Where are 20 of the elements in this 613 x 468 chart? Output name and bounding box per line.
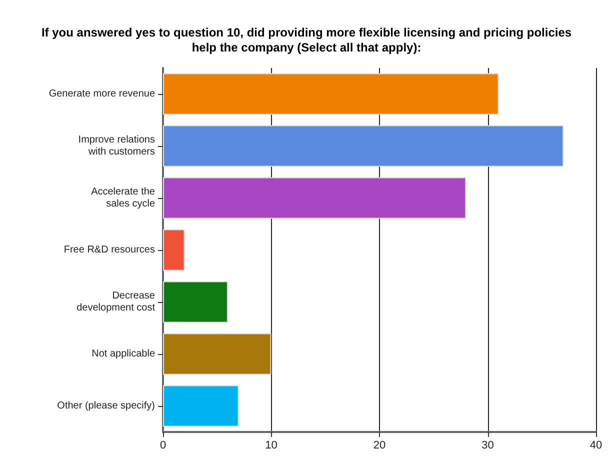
bar xyxy=(163,73,499,115)
chart-title: If you answered yes to question 10, did providing more flexible licensing and pricing policies help the company (Select all that apply): xyxy=(41,26,572,54)
x-tick-label: 40 xyxy=(590,440,602,452)
y-tick-label: Decrease development cost xyxy=(76,290,156,314)
y-tick-label: Accelerate the sales cycle xyxy=(91,186,156,210)
x-tick-label: 10 xyxy=(265,440,278,452)
y-tick-label: Free R&D resources xyxy=(64,244,155,256)
bar xyxy=(163,229,185,271)
x-tick-label: 20 xyxy=(373,440,386,452)
bar xyxy=(163,125,564,167)
x-tick-label: 0 xyxy=(160,440,166,452)
y-tick-label: Not applicable xyxy=(92,348,156,360)
y-tick-label: Other (please specify) xyxy=(57,400,155,412)
bar xyxy=(163,281,228,323)
bar xyxy=(163,333,272,375)
bar xyxy=(163,385,239,427)
bar xyxy=(163,177,466,219)
x-tick-label: 30 xyxy=(482,440,494,452)
y-tick-label: Improve relations with customers xyxy=(78,134,155,158)
y-tick-label: Generate more revenue xyxy=(48,88,156,100)
